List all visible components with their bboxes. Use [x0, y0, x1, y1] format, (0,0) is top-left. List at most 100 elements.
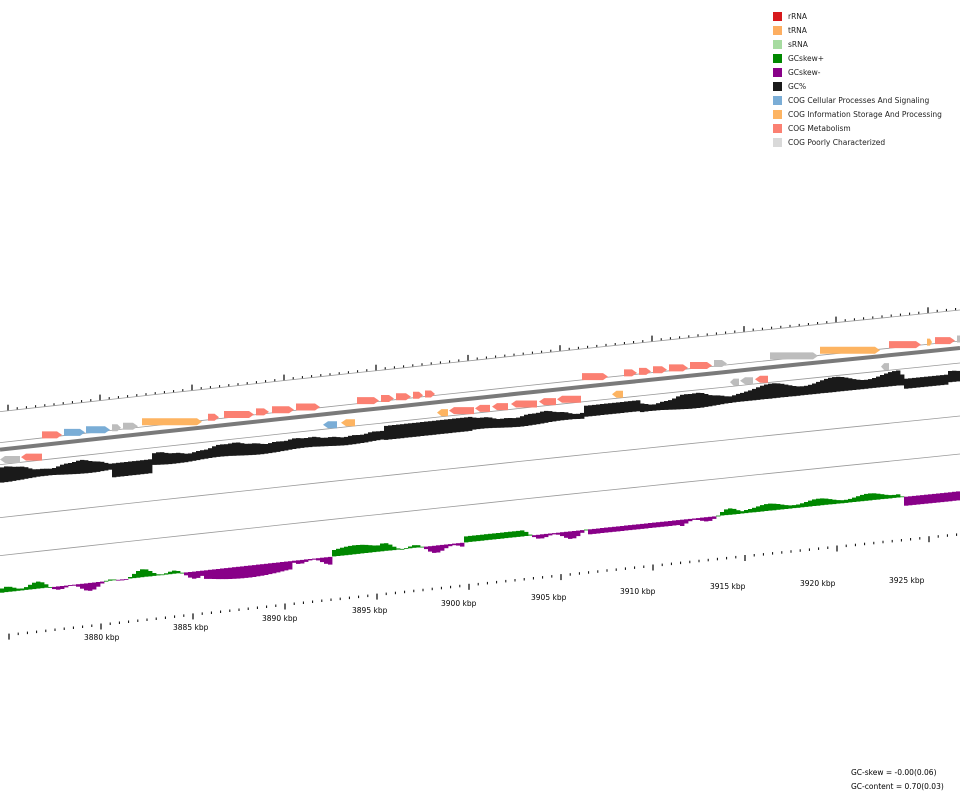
- skew-positive-bar: [840, 500, 845, 504]
- skew-positive-bar: [16, 588, 21, 591]
- skew-positive-bar: [400, 548, 405, 550]
- gc-bar: [588, 405, 593, 417]
- skew-positive-bar: [800, 503, 805, 508]
- skew-positive-bar: [828, 499, 833, 505]
- gc-bar: [952, 370, 957, 382]
- gc-bar: [796, 386, 801, 396]
- skew-negative-bar: [644, 523, 649, 529]
- skew-negative-bar: [428, 546, 433, 552]
- skew-positive-bar: [420, 546, 425, 548]
- skew-positive-bar: [784, 505, 789, 509]
- gc-bar: [276, 441, 281, 452]
- gc-bar: [784, 384, 789, 397]
- skew-negative-bar: [908, 496, 913, 506]
- skew-positive-bar: [780, 504, 785, 510]
- gc-bar: [116, 462, 121, 477]
- legend-item-gcskew-minus: GCskew-: [773, 65, 942, 79]
- gc-bar: [916, 377, 921, 388]
- gc-skew-stat: GC-skew = -0.00(0.06): [851, 768, 937, 777]
- skew-negative-bar: [600, 528, 605, 533]
- skew-negative-bar: [424, 546, 429, 550]
- gc-bar: [336, 437, 341, 446]
- gc-bar: [704, 394, 709, 407]
- gc-bar: [904, 378, 909, 389]
- gc-bar: [456, 418, 461, 433]
- skew-negative-bar: [660, 521, 665, 527]
- skew-positive-bar: [764, 504, 769, 511]
- gc-bar: [864, 379, 869, 389]
- gc-bar: [852, 379, 857, 390]
- gc-bar: [88, 461, 93, 473]
- legend-item-rrna: rRNA: [773, 9, 942, 23]
- gc-bar: [768, 383, 773, 399]
- kbp-axis-labels: 3880 kbp 3885 kbp 3890 kbp 3895 kbp 3900 kbp…: [84, 576, 925, 642]
- gc-bar: [684, 394, 689, 409]
- skew-negative-bar: [196, 571, 201, 578]
- gc-bar: [608, 403, 613, 415]
- legend-swatch: [773, 39, 782, 49]
- gc-bar: [564, 412, 569, 420]
- gc-bar: [644, 404, 649, 412]
- skew-negative-bar: [664, 521, 669, 527]
- skew-positive-bar: [336, 548, 341, 556]
- gc-bar: [900, 374, 905, 386]
- gc-bar: [372, 431, 377, 441]
- gc-bar: [316, 437, 321, 447]
- skew-negative-bar: [220, 568, 225, 580]
- legend-item-cog-cellular: COG Cellular Processes And Signaling: [773, 93, 942, 107]
- gc-bar: [424, 421, 429, 436]
- skew-positive-bar: [792, 505, 797, 509]
- gc-bar: [792, 386, 797, 397]
- skew-positive-bar: [724, 509, 729, 516]
- skew-positive-bar: [180, 572, 185, 574]
- skew-positive-bar: [856, 496, 861, 502]
- skew-negative-bar: [264, 563, 269, 575]
- skew-positive-bar: [372, 545, 377, 553]
- gc-bar: [740, 392, 745, 402]
- gene-arrow: [413, 391, 423, 399]
- gc-content-stat: GC-content = 0.70(0.03): [851, 782, 944, 791]
- skew-positive-bar: [508, 531, 513, 538]
- gene-arrow: [208, 413, 219, 421]
- legend-item-srna: sRNA: [773, 37, 942, 51]
- gc-bar: [84, 460, 89, 474]
- skew-positive-bar: [488, 533, 493, 540]
- skew-positive-bar: [12, 587, 17, 592]
- gc-bar: [640, 403, 645, 413]
- legend-item-gcskew-plus: GCskew+: [773, 51, 942, 65]
- skew-negative-bar: [312, 558, 317, 560]
- skew-positive-bar: [836, 500, 841, 504]
- gc-bar: [924, 376, 929, 387]
- gene-arrow: [492, 403, 508, 411]
- skew-negative-bar: [632, 524, 637, 530]
- skew-positive-bar: [768, 503, 773, 511]
- gc-bar: [544, 410, 549, 423]
- skew-positive-bar: [816, 498, 821, 506]
- gene-arrow: [881, 363, 889, 371]
- gene-arrow: [64, 428, 85, 436]
- gc-bar: [364, 433, 369, 443]
- skew-negative-bar: [120, 579, 125, 581]
- gc-bar: [216, 444, 221, 457]
- skew-positive-bar: [888, 495, 893, 499]
- gc-bar: [168, 453, 173, 465]
- skew-negative-bar: [700, 517, 705, 521]
- skew-positive-bar: [164, 573, 169, 575]
- legend-label: COG Cellular Processes And Signaling: [788, 95, 930, 105]
- legend-item-cog-information: COG Information Storage And Processing: [773, 107, 942, 121]
- gc-bar: [928, 376, 933, 387]
- gc-bar: [484, 417, 489, 429]
- gc-bar: [708, 395, 713, 407]
- skew-positive-bar: [148, 571, 153, 577]
- skew-positive-bar: [480, 534, 485, 541]
- gc-bar: [228, 443, 233, 456]
- gc-bar: [472, 417, 477, 430]
- gc-bar: [620, 402, 625, 413]
- skew-negative-bar: [648, 523, 653, 528]
- gc-bar: [956, 370, 960, 382]
- skew-negative-bar: [224, 568, 229, 580]
- gc-bar: [192, 452, 197, 461]
- gene-arrow: [653, 366, 667, 374]
- skew-positive-bar: [408, 546, 413, 549]
